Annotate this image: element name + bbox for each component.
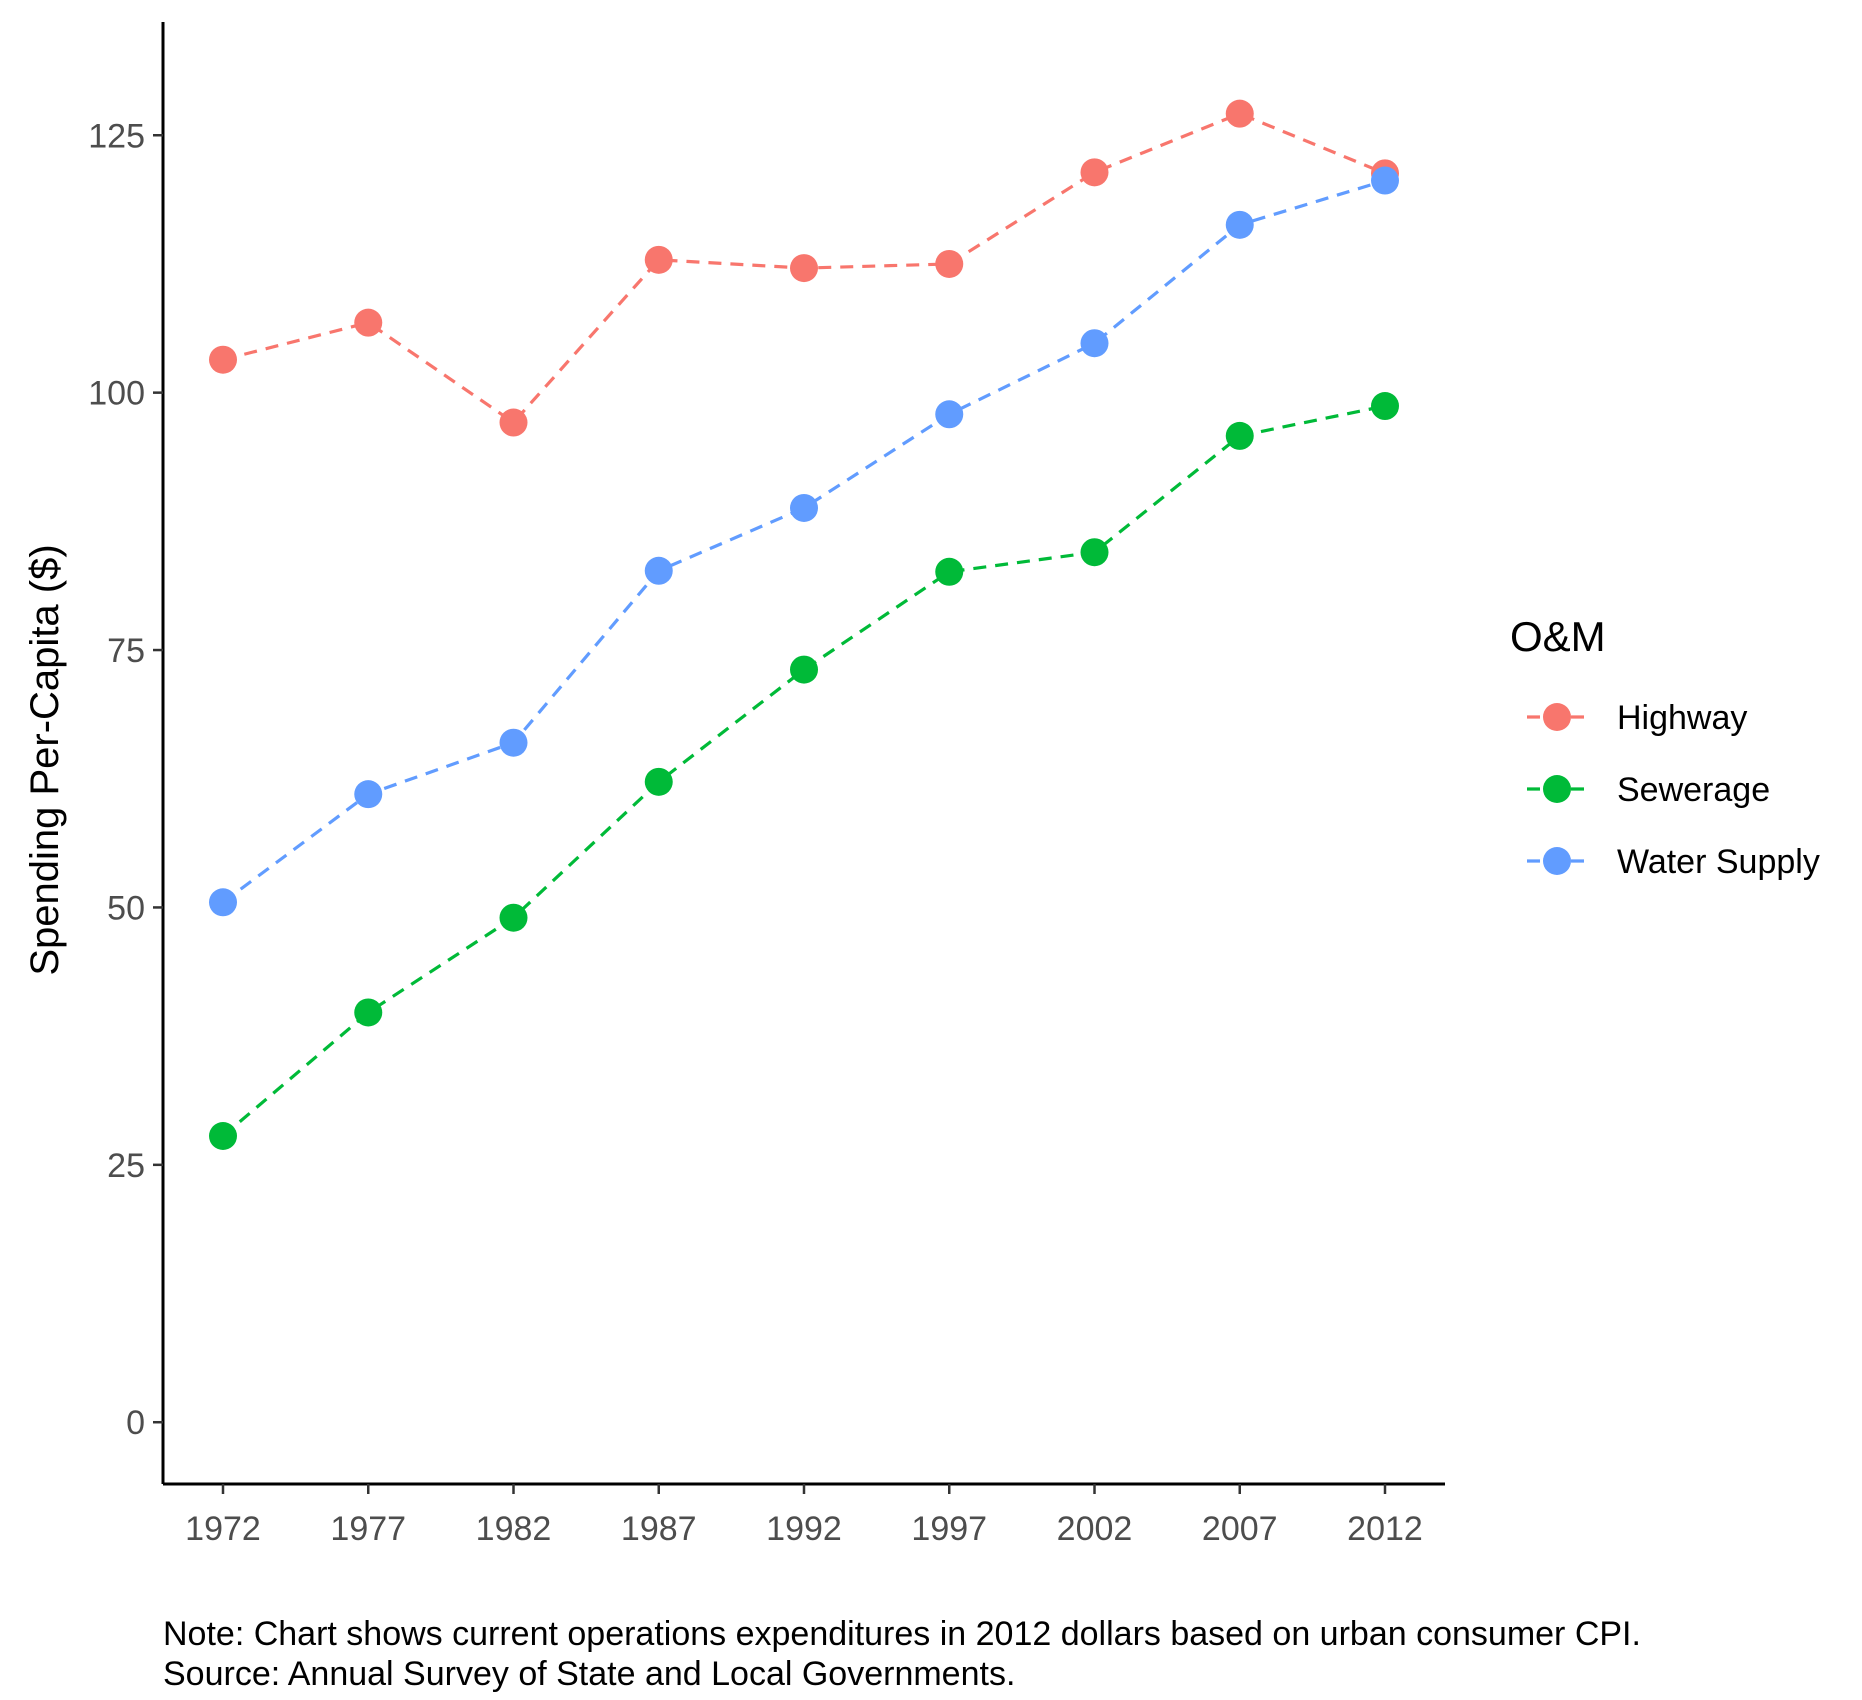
- data-point-highway: [644, 245, 673, 274]
- y-tick-label: 100: [88, 375, 145, 413]
- x-tick-label: 2002: [1057, 1510, 1133, 1548]
- y-tick-label: 75: [107, 632, 145, 670]
- x-tick-label: 2012: [1347, 1510, 1423, 1548]
- legend-item-water-supply: Water Supply: [1527, 843, 1820, 881]
- y-tick-label: 125: [88, 117, 145, 155]
- x-tick-label: 1987: [621, 1510, 697, 1548]
- series-line-water-supply: [222, 179, 1386, 904]
- data-point-water-supply: [1225, 210, 1254, 239]
- data-point-water-supply: [644, 556, 673, 585]
- axes: [161, 22, 1445, 1486]
- data-point-water-supply: [499, 728, 528, 757]
- data-point-highway: [499, 408, 528, 437]
- data-point-sewerage: [644, 767, 673, 796]
- data-point-sewerage: [1371, 392, 1399, 421]
- data-point-sewerage: [209, 1122, 237, 1151]
- x-tick-label: 2007: [1202, 1510, 1278, 1548]
- data-point-sewerage: [1225, 421, 1254, 450]
- data-point-water-supply: [935, 400, 964, 429]
- data-point-sewerage: [354, 998, 383, 1027]
- series-water-supply: [209, 166, 1399, 917]
- x-tick-label: 1997: [911, 1510, 987, 1548]
- legend-label: Highway: [1617, 699, 1747, 737]
- caption-source: Source: Annual Survey of State and Local…: [163, 1655, 1015, 1693]
- y-axis-title: Spending Per-Capita ($): [23, 544, 67, 975]
- x-tick-label: 1992: [766, 1510, 842, 1548]
- series-highway: [209, 99, 1399, 437]
- series-sewerage: [209, 392, 1399, 1151]
- data-point-highway: [1080, 158, 1109, 187]
- data-point-water-supply: [354, 780, 383, 809]
- legend-label: Water Supply: [1617, 843, 1820, 881]
- legend-items: Highway Sewerage Water Supply: [1527, 699, 1820, 881]
- x-tick-label: 1972: [185, 1510, 261, 1548]
- legend-item-sewerage: Sewerage: [1527, 771, 1770, 809]
- data-point-water-supply: [1371, 166, 1399, 195]
- data-point-highway: [1225, 99, 1254, 128]
- data-point-water-supply: [790, 493, 818, 522]
- legend-title: O&M: [1510, 613, 1606, 660]
- data-point-sewerage: [499, 903, 528, 932]
- legend-label: Sewerage: [1617, 771, 1770, 809]
- legend-item-highway: Highway: [1527, 699, 1747, 737]
- x-tick-label: 1982: [476, 1510, 552, 1548]
- legend: O&M Highway Sewerage Water Supply: [1510, 613, 1820, 881]
- data-point-sewerage: [935, 557, 964, 586]
- data-point-highway: [935, 249, 964, 278]
- data-point-water-supply: [1080, 329, 1109, 358]
- series-line-sewerage: [221, 404, 1386, 1138]
- y-axis-ticks: 0 25 50 75 100 125: [88, 117, 163, 1442]
- y-tick-label: 50: [107, 889, 145, 927]
- y-tick-label: 0: [126, 1404, 145, 1442]
- legend-key-marker: [1543, 775, 1571, 803]
- data-point-highway: [209, 345, 237, 374]
- data-point-sewerage: [1080, 538, 1109, 567]
- caption-note: Note: Chart shows current operations exp…: [163, 1615, 1641, 1653]
- data-point-highway: [354, 308, 383, 337]
- data-point-highway: [790, 254, 818, 283]
- data-point-sewerage: [790, 655, 818, 684]
- x-tick-label: 1977: [330, 1510, 406, 1548]
- series-layer: [209, 99, 1399, 1151]
- legend-key-marker: [1543, 703, 1571, 731]
- data-point-water-supply: [209, 888, 237, 917]
- legend-key-marker: [1543, 847, 1571, 875]
- y-tick-label: 25: [107, 1147, 145, 1185]
- chart-caption: Note: Chart shows current operations exp…: [163, 1615, 1641, 1693]
- x-axis-ticks: 1972 1977 1982 1987 1992 1997 2002 2007 2012: [185, 1484, 1423, 1548]
